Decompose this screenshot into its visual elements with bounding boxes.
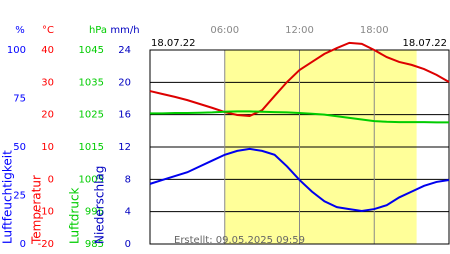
y-tick-label: 0 [125, 239, 131, 250]
y-tick-label: 25 [13, 191, 26, 202]
y-tick-label: 1015 [79, 142, 104, 153]
y-tick-label: 10 [41, 142, 54, 153]
y-tick-label: 20 [41, 110, 54, 121]
footer: Erstellt: 09.05.2025 09:59 [174, 235, 305, 246]
y-tick-label: 995 [85, 207, 104, 218]
y-tick-label: -20 [38, 239, 54, 250]
x-tick-label: 06:00 [210, 25, 239, 36]
series-line [149, 41, 450, 117]
axis-unit: mm/h [110, 25, 139, 36]
axis-title: Niederschlag [93, 166, 107, 244]
axis-unit: hPa [89, 25, 107, 36]
y-tick-label: 50 [13, 142, 26, 153]
y-tick-label: 1035 [79, 77, 104, 88]
y-tick-label: 20 [118, 77, 131, 88]
y-tick-label: 4 [125, 207, 131, 218]
y-tick-label: 1045 [79, 45, 104, 56]
series-line [149, 147, 450, 213]
axis-title: Luftfeuchtigkeit [1, 150, 15, 244]
y-tick-label: -10 [38, 207, 54, 218]
x-tick-label: 18:00 [360, 25, 389, 36]
y-tick-label: 100 [7, 45, 26, 56]
y-tick-label: 75 [13, 94, 26, 105]
y-tick-label: 8 [125, 174, 131, 185]
y-tick-label: 30 [41, 77, 54, 88]
plot-border [149, 49, 450, 245]
y-tick-label: 40 [41, 45, 54, 56]
x-tick-label: 12:00 [285, 25, 314, 36]
date-left: 18.07.22 [151, 38, 196, 49]
y-tick-label: 0 [48, 174, 54, 185]
y-tick-label: 1005 [79, 174, 104, 185]
y-tick-label: 985 [85, 239, 104, 250]
y-tick-label: 16 [118, 110, 131, 121]
y-tick-label: 12 [118, 142, 131, 153]
y-tick-label: 24 [118, 45, 131, 56]
axis-title: Temperatur [30, 175, 44, 245]
axis-unit: °C [42, 25, 54, 36]
series-line [150, 110, 449, 124]
axis-title: Luftdruck [68, 187, 82, 244]
y-tick-label: 0 [20, 239, 26, 250]
axis-unit: % [15, 25, 25, 36]
y-tick-label: 1025 [79, 110, 104, 121]
date-right: 18.07.22 [402, 38, 447, 49]
